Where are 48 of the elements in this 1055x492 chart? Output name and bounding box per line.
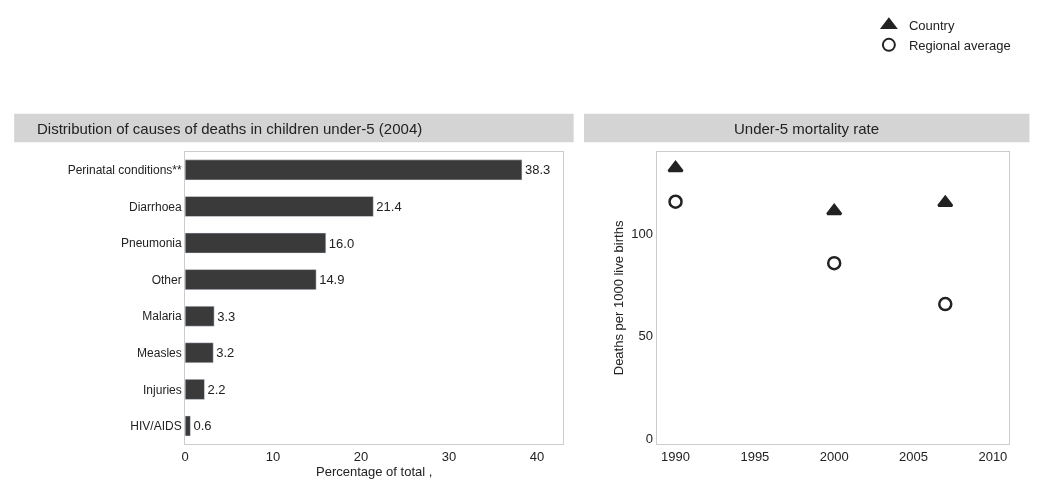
y-tick-label: Other	[151, 272, 182, 287]
data-label: 21.4	[376, 198, 402, 214]
bar	[185, 379, 205, 400]
bar	[185, 415, 191, 437]
data-label: 3.2	[216, 345, 235, 361]
y-tick-label: Malaria	[142, 309, 183, 324]
y-tick-label: 50	[638, 328, 653, 344]
chart-title: Under-5 mortality rate	[734, 120, 880, 137]
bar	[185, 269, 317, 290]
x-tick-label: 2000	[819, 448, 849, 464]
bar	[185, 196, 374, 217]
bar	[185, 342, 214, 364]
x-tick-label: 20	[353, 448, 369, 464]
x-tick-label: 2010	[978, 448, 1008, 464]
y-tick-label: Injuries	[143, 382, 182, 397]
legend-label: Regional average	[908, 37, 1011, 53]
y-tick-label: Measles	[137, 345, 182, 360]
point	[938, 296, 953, 312]
y-tick-label: Diarrhoea	[129, 199, 183, 214]
data-label: 14.9	[319, 272, 345, 288]
y-tick-label: 100	[631, 226, 653, 242]
y-axis-title: Deaths per 1000 live births	[611, 220, 627, 376]
x-tick-label: 30	[441, 448, 457, 464]
point	[937, 195, 954, 208]
bar	[185, 305, 215, 327]
x-tick-label: 1995	[740, 448, 770, 464]
data-label: 38.3	[524, 162, 551, 178]
legend-label: Country	[908, 18, 955, 34]
x-tick-label: 1990	[661, 448, 690, 464]
y-tick-label: 0	[645, 430, 653, 446]
data-label: 0.6	[193, 418, 212, 434]
point	[826, 255, 842, 271]
data-label: 16.0	[328, 235, 355, 251]
y-tick-label: HIV/AIDS	[130, 419, 182, 434]
y-tick-label: Perinatal conditions**	[67, 163, 183, 178]
point	[668, 194, 683, 209]
data-label: 2.2	[207, 381, 226, 397]
chart-title: Distribution of causes of deaths in children under-5 (2004)	[37, 120, 423, 137]
bar	[185, 159, 523, 181]
x-tick-label: 10	[265, 448, 281, 464]
x-tick-label: 2005	[899, 448, 928, 464]
x-tick-label: 40	[529, 448, 545, 464]
y-tick-label: Pneumonia	[121, 236, 183, 251]
data-label: 3.3	[217, 308, 236, 324]
x-axis-title: Percentage of total ,	[316, 463, 433, 479]
point	[826, 203, 843, 216]
point	[667, 160, 684, 173]
bar	[185, 232, 327, 254]
